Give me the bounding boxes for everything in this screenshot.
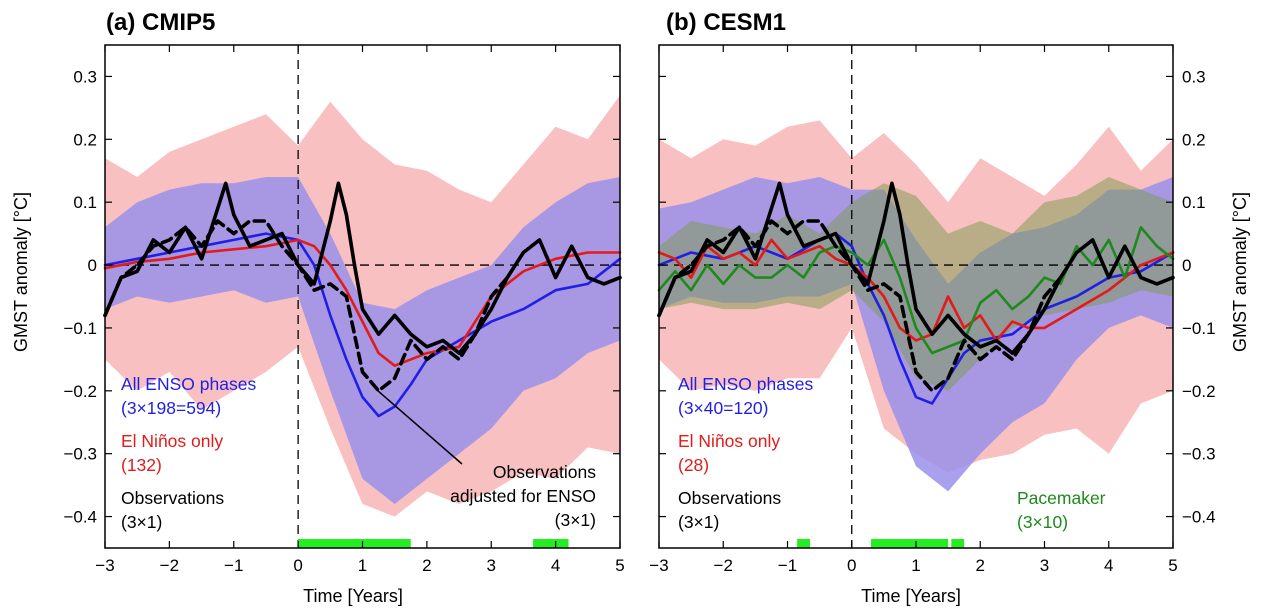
plot-frame: [104, 44, 621, 549]
y-tick-label: 0.2: [73, 130, 97, 149]
y-tick-label: −0.3: [63, 445, 97, 464]
annotation-obs-adjusted-2: adjusted for ENSO: [450, 486, 596, 506]
x-tick-label: −3: [649, 556, 668, 575]
series-line-3: [103, 181, 622, 355]
x-tick-label: 4: [551, 556, 560, 575]
annotation-all-enso: All ENSO phases: [678, 374, 813, 394]
axis-ticks: −3 −2 −1 0 1 2 3 4 5 0.3 0.2 0.1 0 −0.1 −0.2 −0.3 −0.4: [649, 45, 1216, 575]
x-tick-label: −2: [160, 556, 179, 575]
x-tick-label: 0: [847, 556, 856, 575]
y-tick-label: −0.4: [63, 508, 97, 527]
annotation-el-nino-count: (28): [678, 455, 709, 475]
axis-ticks: −3 −2 −1 0 1 2 3 4 5 0.3 0.2 0.1 0 −0.1 −0.2 −0.3 −0.4: [63, 45, 625, 575]
annotation-obs-adjusted-1: Observations: [493, 462, 596, 482]
y-tick-label: −0.1: [63, 319, 97, 338]
x-tick-label: 4: [1104, 556, 1113, 575]
x-tick-label: 5: [615, 556, 624, 575]
significance-bars: [298, 539, 569, 548]
y-tick-label: −0.2: [1182, 382, 1216, 401]
annotation-all-enso-count: (3×40=120): [678, 398, 769, 418]
x-tick-label: 3: [1040, 556, 1049, 575]
significance-bar-1: [298, 539, 411, 548]
annotation-observations: Observations: [678, 488, 781, 508]
x-tick-label: 3: [487, 556, 496, 575]
series-line-4: [103, 219, 510, 393]
x-tick-label: −1: [778, 556, 797, 575]
series-line-1: [103, 232, 622, 418]
y-tick-label: 0.2: [1182, 130, 1206, 149]
legend-annotations: All ENSO phases (3×40=120) El Niños only…: [678, 374, 1106, 532]
annotation-el-nino-count: (132): [121, 455, 162, 475]
x-axis-label: Time [Years]: [303, 586, 403, 606]
x-tick-label: 1: [358, 556, 367, 575]
legend-annotations: All ENSO phases (3×198=594) El Niños onl…: [121, 374, 596, 532]
annotation-pacemaker-count: (3×10): [1017, 512, 1068, 532]
series-lines: [657, 181, 1175, 405]
significance-bars: [797, 539, 965, 548]
series-line-2: [103, 238, 622, 368]
x-axis-label: Time [Years]: [861, 586, 961, 606]
y-tick-label: 0: [1182, 256, 1191, 275]
panel-cmip5: (a) CMIP5 GMST anomaly [°C] Time [Years]…: [11, 9, 625, 606]
annotation-pointer: [376, 389, 463, 465]
significance-bar-1: [797, 539, 810, 548]
panel-cesm1: (b) CESM1 GMST anomaly [°C] Time [Years]…: [649, 9, 1250, 606]
y-tick-label: −0.2: [63, 382, 97, 401]
x-tick-label: 2: [976, 556, 985, 575]
annotation-all-enso-count: (3×198=594): [121, 398, 221, 418]
annotation-pacemaker: Pacemaker: [1017, 488, 1106, 508]
x-tick-label: 0: [293, 556, 302, 575]
reference-lines: [659, 45, 1173, 548]
significance-bar-2: [533, 539, 569, 548]
plot-frame: [658, 44, 1174, 549]
y-tick-label: 0.3: [73, 67, 97, 86]
significance-bar-3: [951, 539, 965, 548]
series-line-5: [657, 219, 1063, 393]
x-tick-label: 5: [1168, 556, 1177, 575]
y-tick-label: 0.1: [1182, 193, 1206, 212]
annotation-observations-count: (3×1): [678, 512, 719, 532]
annotation-all-enso: All ENSO phases: [121, 374, 256, 394]
significance-bar-2: [871, 539, 949, 548]
annotation-el-nino: El Niños only: [121, 431, 223, 451]
reference-lines: [105, 45, 620, 548]
y-tick-label: 0: [88, 256, 97, 275]
y-axis-label: GMST anomaly [°C]: [11, 192, 31, 352]
y-tick-label: −0.3: [1182, 445, 1216, 464]
uncertainty-band-2: [105, 177, 620, 504]
y-tick-label: −0.4: [1182, 508, 1216, 527]
y-tick-label: 0.3: [1182, 67, 1206, 86]
series-lines: [103, 181, 622, 418]
series-line-3: [657, 226, 1175, 355]
annotation-obs-adjusted-count: (3×1): [555, 510, 596, 530]
x-tick-label: −3: [95, 556, 114, 575]
x-tick-label: 2: [422, 556, 431, 575]
x-tick-label: −1: [224, 556, 243, 575]
y-tick-label: 0.1: [73, 193, 97, 212]
x-tick-label: −2: [714, 556, 733, 575]
y-tick-label: −0.1: [1182, 319, 1216, 338]
annotation-observations-count: (3×1): [121, 512, 162, 532]
annotation-el-nino: El Niños only: [678, 431, 780, 451]
uncertainty-band-3: [659, 177, 1173, 391]
x-tick-label: 1: [911, 556, 920, 575]
y-axis-label: GMST anomaly [°C]: [1230, 192, 1250, 352]
series-line-1: [657, 232, 1175, 405]
panel-title: (b) CESM1: [666, 9, 786, 36]
panel-title: (a) CMIP5: [106, 9, 215, 36]
series-line-4: [657, 181, 1175, 355]
annotation-observations: Observations: [121, 488, 224, 508]
